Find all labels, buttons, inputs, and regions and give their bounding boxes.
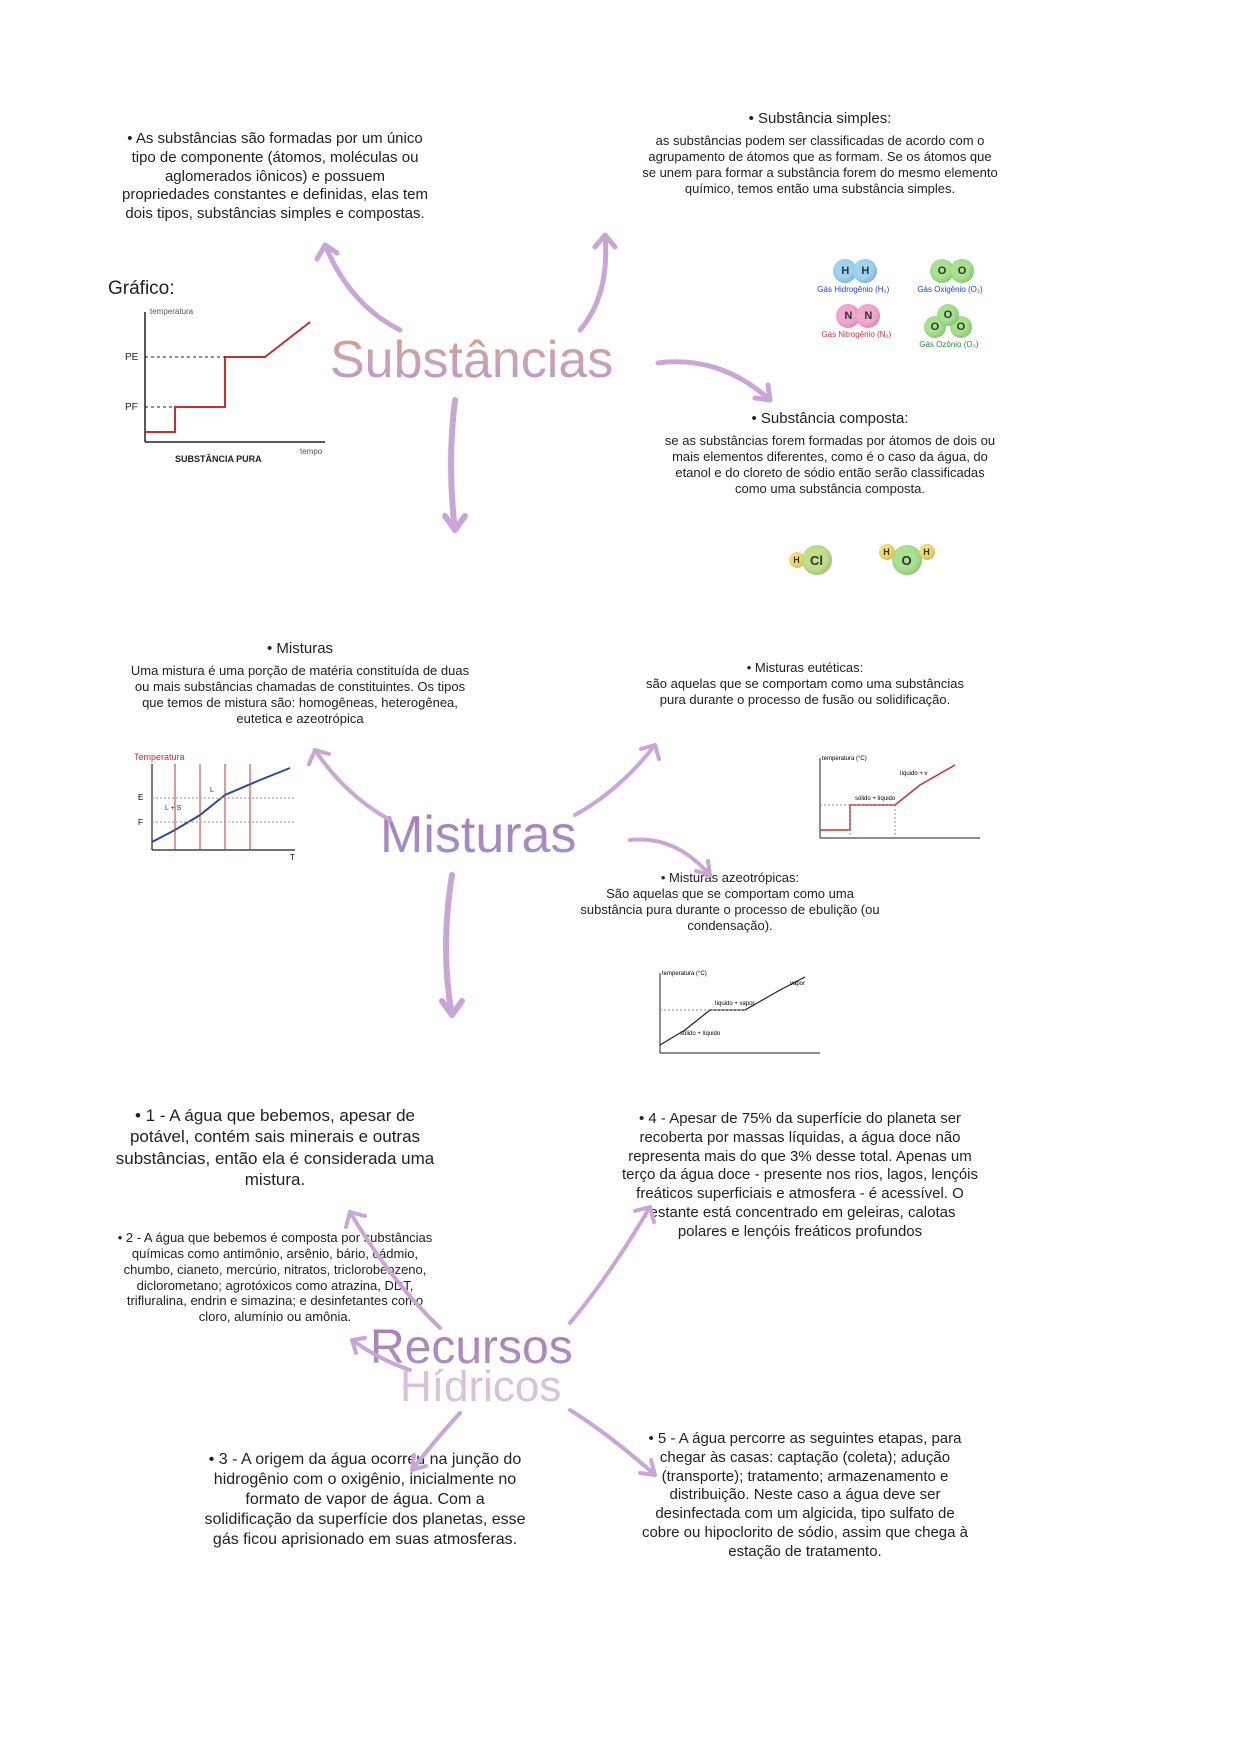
arrow-rec-4 [555,1195,675,1335]
recursos-item-5: • 5 - A água percorre as seguintes etapa… [640,1430,970,1561]
molecule: HCl [789,545,829,575]
arrow-sub-upright [560,225,650,345]
atom-pair: OOGás Oxigênio (O₂) [917,259,982,294]
atom-pair: HHGás Hidrogênio (H₂) [817,259,889,294]
substancia-simples: • Substância simples: as substâncias pod… [640,110,1000,196]
svg-text:temperatura: temperatura [150,307,194,316]
arrow-mist-upleft [290,740,410,830]
composta-body: se as substâncias forem formadas por áto… [660,433,1000,496]
misturas-body: Uma mistura é uma porção de matéria cons… [130,663,470,726]
svg-text:Temperatura: Temperatura [134,752,185,762]
grafico-label: Gráfico: [108,278,208,300]
svg-text:SUBSTÂNCIA PURA: SUBSTÂNCIA PURA [175,453,262,464]
arrow-rec-5 [560,1400,670,1490]
euteticas-title: • Misturas eutéticas: [640,660,970,676]
misturas-title: • Misturas [130,640,470,657]
molecule: HOH [879,545,932,575]
substancias-left-text: • As substâncias são formadas por um úni… [120,130,430,224]
svg-text:PF: PF [125,402,138,413]
svg-text:L: L [210,787,214,794]
svg-text:vapor: vapor [790,981,805,987]
chart-misturas-left: Temperatura L + S L E F T [130,750,310,870]
svg-text:temperatura (°C): temperatura (°C) [822,756,867,762]
arrow-sub-upleft [290,235,420,345]
simples-body: as substâncias podem ser classificadas d… [640,133,1000,196]
svg-text:sólido + líquido: sólido + líquido [855,796,896,802]
atom-pair: NNGás Nitrogênio (N₂) [821,304,891,349]
svg-text:E: E [138,793,143,802]
arrow-sub-right [650,345,790,435]
misturas-left: • Misturas Uma mistura é uma porção de m… [130,640,470,726]
atoms-simples: HHGás Hidrogênio (H₂) OOGás Oxigênio (O₂)… [760,255,1040,349]
chart-azeotropicas: líquido + vapor sólido + líquido tempera… [640,965,830,1065]
svg-text:temperatura (°C): temperatura (°C) [662,971,707,977]
arrow-rec-3 [400,1405,480,1485]
chart-euteticas: líquido + v sólido + líquido temperatura… [800,750,990,850]
atom-pair: OOOGás Ozônio (O₃) [919,304,978,349]
arrow-mist-down [430,870,470,1030]
svg-text:PE: PE [125,352,139,363]
simples-title: • Substância simples: [640,110,1000,127]
arrow-mist-right [625,825,725,895]
svg-text:T: T [290,853,295,862]
arrow-rec-2 [340,1330,420,1390]
substancias-left-body: • As substâncias são formadas por um úni… [120,130,430,224]
euteticas-body: são aquelas que se comportam como uma su… [640,676,970,708]
atoms-composta: HCl HOH [720,545,1000,575]
arrow-mist-upright [560,735,680,825]
arrow-sub-down [435,395,475,545]
recursos-item-3: • 3 - A origem da água ocorreu na junção… [200,1450,530,1550]
recursos-item-1: • 1 - A água que bebemos, apesar de potá… [110,1105,440,1190]
svg-text:líquido + v: líquido + v [900,771,928,777]
svg-text:L + S: L + S [165,805,182,812]
svg-text:sólido + líquido: sólido + líquido [680,1031,721,1037]
svg-text:F: F [138,818,143,827]
svg-text:líquido + vapor: líquido + vapor [715,1001,755,1007]
arrow-rec-1 [330,1200,460,1340]
misturas-euteticas: • Misturas eutéticas: são aquelas que se… [640,660,970,708]
svg-text:tempo: tempo [300,447,323,456]
